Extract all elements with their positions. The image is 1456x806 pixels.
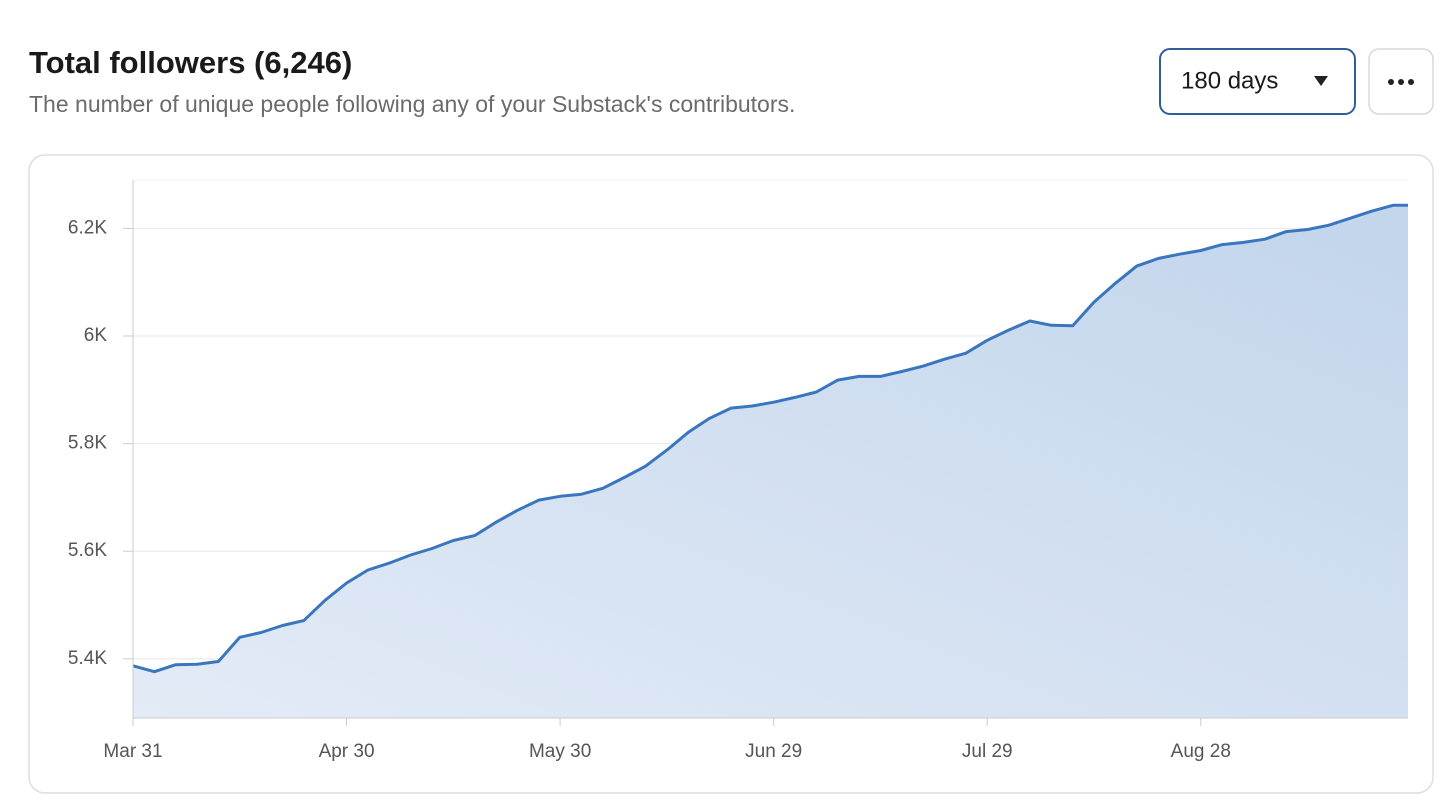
x-tick-label: Aug 28: [1171, 741, 1231, 762]
title: Total followers (6,246): [29, 45, 352, 80]
dot: [1398, 79, 1404, 85]
select-label[interactable]: 180 days: [1181, 67, 1278, 94]
x-tick-label: May 30: [529, 741, 591, 762]
more-button[interactable]: [1368, 48, 1434, 115]
dot: [1408, 79, 1414, 85]
select-caret: [1314, 76, 1328, 86]
x-tick-label: Jul 29: [962, 741, 1013, 762]
y-tick-label: 5.4K: [68, 648, 107, 669]
range-select[interactable]: 180 days: [1159, 48, 1356, 115]
series-line: [132, 203, 1408, 674]
y-tick-label: 5.8K: [68, 433, 107, 454]
x-tick-label: Mar 31: [103, 741, 162, 762]
dot: [1388, 79, 1394, 85]
y-tick-label: 6.2K: [68, 217, 107, 238]
y-tick-label: 6K: [84, 325, 108, 346]
x-tick-label: Apr 30: [319, 741, 375, 762]
subtitle: The number of unique people following an…: [29, 91, 795, 117]
x-tick-label: Jun 29: [745, 741, 802, 762]
select-box[interactable]: [1159, 48, 1356, 115]
area-fill: [133, 205, 1408, 719]
y-tick-label: 5.6K: [68, 540, 107, 561]
plot: 5.4K 5.6K 5.8K 6K 6.2K Mar 31 Apr 30 May 30 Jun …: [68, 179, 1408, 762]
